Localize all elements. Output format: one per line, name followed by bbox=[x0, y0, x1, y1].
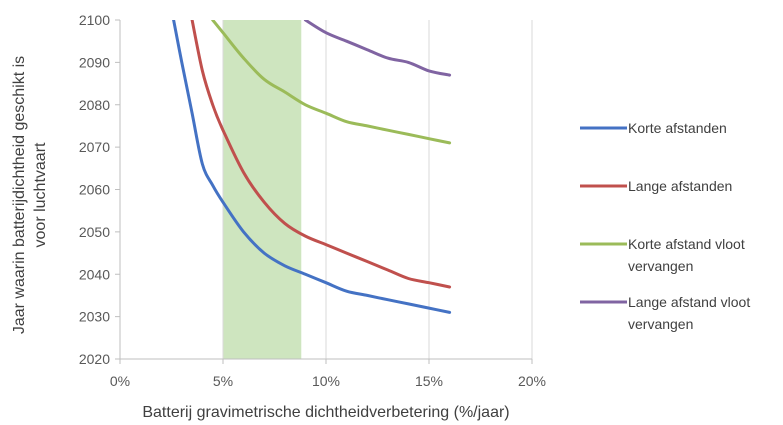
series-line-0 bbox=[172, 20, 452, 314]
x-tick-label-0: 0% bbox=[110, 373, 130, 389]
x-tick-label-3: 15% bbox=[415, 373, 443, 389]
y-axis-title-line-1: Jaar waarin batterijdichtheid geschikt i… bbox=[11, 56, 28, 334]
gridlines bbox=[222, 20, 533, 359]
legend-label-2-1: vervangen bbox=[628, 258, 693, 274]
series-line-1 bbox=[190, 20, 452, 289]
legend: Korte afstanden Lange afstanden Korte afst… bbox=[580, 120, 750, 332]
legend-item-3: Lange afstand vloot vervangen bbox=[580, 294, 750, 332]
x-axis-title: Batterij gravimetrische dichtheidverbete… bbox=[142, 404, 509, 421]
legend-label-3-0: Lange afstand vloot bbox=[628, 294, 750, 310]
y-tick-label-2: 2040 bbox=[79, 266, 110, 282]
axes bbox=[115, 19, 533, 364]
legend-item-2: Korte afstand vloot vervangen bbox=[580, 236, 745, 274]
legend-item-1: Lange afstanden bbox=[580, 178, 732, 194]
y-tick-label-6: 2080 bbox=[79, 97, 110, 113]
legend-label-3-1: vervangen bbox=[628, 316, 693, 332]
shaded-band-layer bbox=[223, 20, 302, 359]
legend-label-0-0: Korte afstanden bbox=[628, 120, 727, 136]
series-lines bbox=[172, 20, 452, 314]
series-line-2 bbox=[211, 20, 452, 145]
y-tick-label-0: 2020 bbox=[79, 351, 110, 367]
legend-label-2-0: Korte afstand vloot bbox=[628, 236, 745, 252]
x-tick-labels: 0% 5% 10% 15% 20% bbox=[110, 373, 546, 389]
y-tick-label-1: 2030 bbox=[79, 309, 110, 325]
y-tick-labels: 2020 2030 2040 2050 2060 2070 2080 2090 2100 bbox=[79, 12, 110, 367]
x-tick-label-4: 20% bbox=[518, 373, 546, 389]
y-axis-title: Jaar waarin batterijdichtheid geschikt i… bbox=[11, 56, 49, 334]
series-line-3 bbox=[303, 20, 452, 77]
y-tick-label-8: 2100 bbox=[79, 12, 110, 28]
shaded-band bbox=[223, 20, 302, 359]
x-tick-label-2: 10% bbox=[312, 373, 340, 389]
y-tick-label-5: 2070 bbox=[79, 139, 110, 155]
y-axis-title-line-2: voor luchtvaart bbox=[32, 142, 49, 247]
y-tick-label-7: 2090 bbox=[79, 54, 110, 70]
y-tick-label-3: 2050 bbox=[79, 224, 110, 240]
x-tick-label-1: 5% bbox=[213, 373, 233, 389]
legend-item-0: Korte afstanden bbox=[580, 120, 727, 136]
legend-label-1-0: Lange afstanden bbox=[628, 178, 732, 194]
y-tick-label-4: 2060 bbox=[79, 182, 110, 198]
